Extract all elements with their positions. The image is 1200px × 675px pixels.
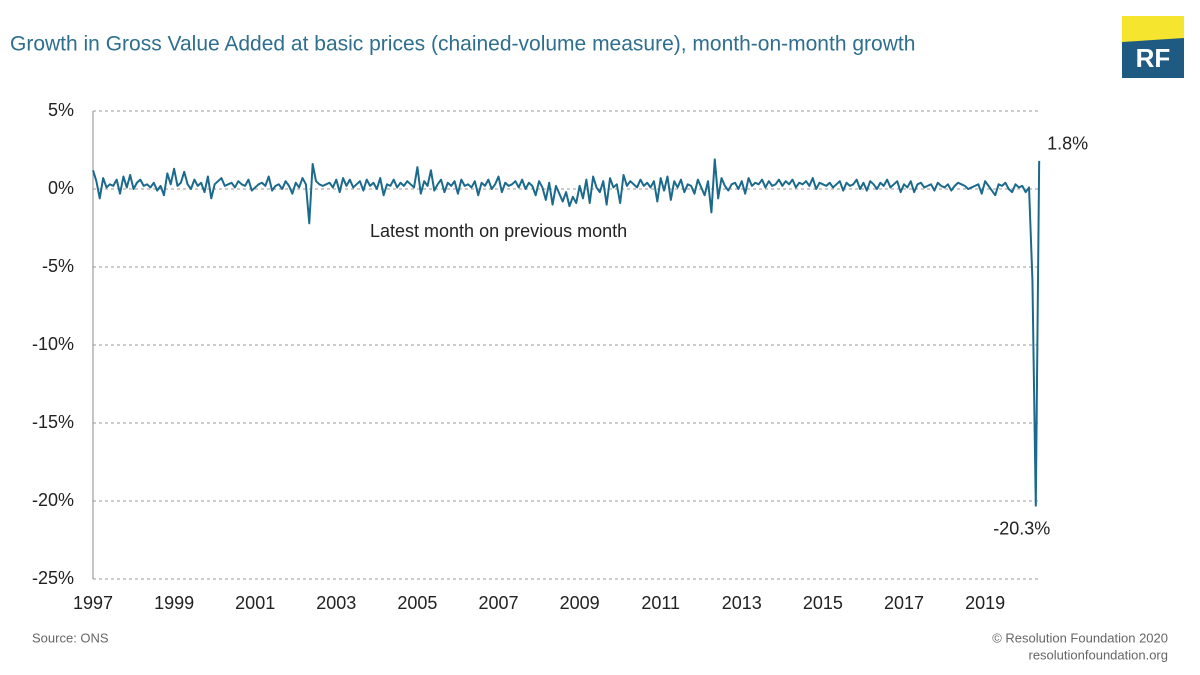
- source: Source: ONS: [32, 630, 109, 645]
- x-tick-label: 2003: [316, 593, 356, 613]
- x-tick-label: 2007: [478, 593, 518, 613]
- y-tick-label: -10%: [32, 334, 74, 354]
- logo: RF: [1122, 16, 1184, 78]
- x-tick-label: 2009: [560, 593, 600, 613]
- annotation: Latest month on previous month: [370, 221, 627, 241]
- x-tick-label: 2015: [803, 593, 843, 613]
- chart-title: Growth in Gross Value Added at basic pri…: [10, 33, 915, 56]
- y-tick-label: -5%: [42, 256, 74, 276]
- data-label: 1.8%: [1047, 134, 1088, 154]
- website: resolutionfoundation.org: [1029, 647, 1169, 662]
- y-tick-label: -20%: [32, 490, 74, 510]
- x-tick-label: 1999: [154, 593, 194, 613]
- logo-text: RF: [1136, 43, 1171, 73]
- x-tick-label: 2019: [965, 593, 1005, 613]
- y-tick-label: 0%: [48, 178, 74, 198]
- x-tick-label: 2001: [235, 593, 275, 613]
- series-line: [92, 158, 1041, 507]
- x-tick-label: 2005: [397, 593, 437, 613]
- x-tick-label: 2017: [884, 593, 924, 613]
- data-label: -20.3%: [993, 518, 1050, 538]
- y-tick-label: -15%: [32, 412, 74, 432]
- credit: © Resolution Foundation 2020: [992, 630, 1168, 645]
- x-tick-label: 2013: [722, 593, 762, 613]
- y-tick-label: 5%: [48, 100, 74, 120]
- x-tick-label: 1997: [73, 593, 113, 613]
- y-tick-label: -25%: [32, 568, 74, 588]
- x-tick-label: 2011: [641, 593, 680, 613]
- logo-stripe: [1122, 16, 1184, 42]
